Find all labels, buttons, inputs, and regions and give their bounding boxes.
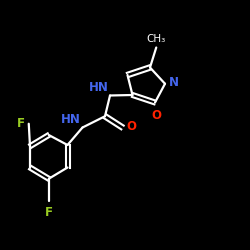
Text: N: N [169, 76, 179, 90]
Text: F: F [45, 206, 53, 219]
Text: O: O [151, 109, 161, 122]
Text: HN: HN [62, 113, 81, 126]
Text: CH₃: CH₃ [146, 34, 166, 44]
Text: HN: HN [89, 81, 109, 94]
Text: F: F [17, 117, 25, 130]
Text: O: O [126, 120, 136, 133]
